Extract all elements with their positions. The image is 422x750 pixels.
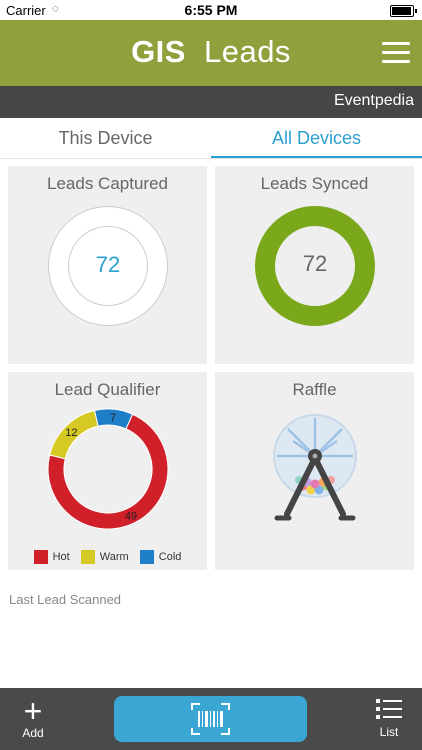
raffle-card[interactable]: Raffle bbox=[215, 372, 414, 570]
bottom-toolbar: + Add List bbox=[0, 688, 422, 750]
donut-slice-cold bbox=[93, 408, 134, 430]
leads-synced-ring: 72 bbox=[255, 206, 375, 326]
hamburger-menu-icon[interactable] bbox=[382, 42, 410, 64]
app-title-bold: GIS bbox=[131, 34, 186, 69]
add-lead-button[interactable]: + Add bbox=[10, 693, 56, 740]
tab-all-devices[interactable]: All Devices bbox=[211, 118, 422, 158]
carrier-label: Carrier bbox=[6, 3, 46, 18]
leads-synced-count: 72 bbox=[302, 251, 328, 276]
leads-captured-card[interactable]: Leads Captured 72 bbox=[8, 166, 207, 364]
legend-item-warm: Warm bbox=[80, 550, 129, 564]
lead-qualifier-title: Lead Qualifier bbox=[54, 380, 161, 399]
organization-name: Eventpedia bbox=[333, 92, 414, 109]
leads-captured-ring: 72 bbox=[48, 206, 168, 326]
lead-qualifier-donut-chart: 49 12 7 bbox=[47, 408, 169, 530]
app-title-light: Leads bbox=[203, 34, 291, 69]
donut-slice-hot bbox=[47, 413, 169, 530]
organization-bar: Eventpedia bbox=[0, 86, 422, 118]
leads-synced-card[interactable]: Leads Synced 72 bbox=[215, 166, 414, 364]
list-button[interactable]: List bbox=[366, 696, 412, 739]
plus-icon: + bbox=[23, 693, 43, 729]
battery-icon bbox=[390, 5, 417, 17]
donut-label-warm: 12 bbox=[65, 427, 77, 439]
legend-item-hot: Hot bbox=[33, 550, 70, 564]
barcode-scan-icon bbox=[191, 703, 230, 735]
last-lead-scanned-label: Last Lead Scanned bbox=[9, 592, 122, 607]
add-label: Add bbox=[22, 726, 44, 740]
status-bar: Carrier ◌ 6:55 PM bbox=[0, 0, 422, 20]
app-header: GIS Leads bbox=[0, 20, 422, 86]
list-icon bbox=[376, 699, 402, 719]
leads-synced-title: Leads Synced bbox=[260, 174, 369, 193]
list-label: List bbox=[379, 725, 399, 739]
device-tabs: This Device All Devices bbox=[0, 118, 422, 159]
lead-qualifier-legend: Hot Warm Cold bbox=[8, 550, 207, 564]
legend-item-cold: Cold bbox=[139, 550, 181, 564]
lead-qualifier-card[interactable]: Lead Qualifier 49 12 7 Hot Warm Cold bbox=[8, 372, 207, 570]
donut-label-cold: 7 bbox=[110, 412, 116, 424]
app-title: GIS Leads bbox=[0, 34, 422, 70]
leads-captured-title: Leads Captured bbox=[47, 174, 168, 193]
leads-captured-count: 72 bbox=[95, 252, 121, 277]
tab-this-device[interactable]: This Device bbox=[58, 128, 153, 148]
scan-badge-button[interactable] bbox=[114, 696, 307, 742]
raffle-wheel-icon bbox=[273, 414, 357, 521]
status-time: 6:55 PM bbox=[184, 2, 238, 18]
donut-label-hot: 49 bbox=[125, 511, 137, 523]
raffle-title: Raffle bbox=[292, 380, 337, 399]
wifi-icon: ◌ bbox=[52, 3, 59, 15]
